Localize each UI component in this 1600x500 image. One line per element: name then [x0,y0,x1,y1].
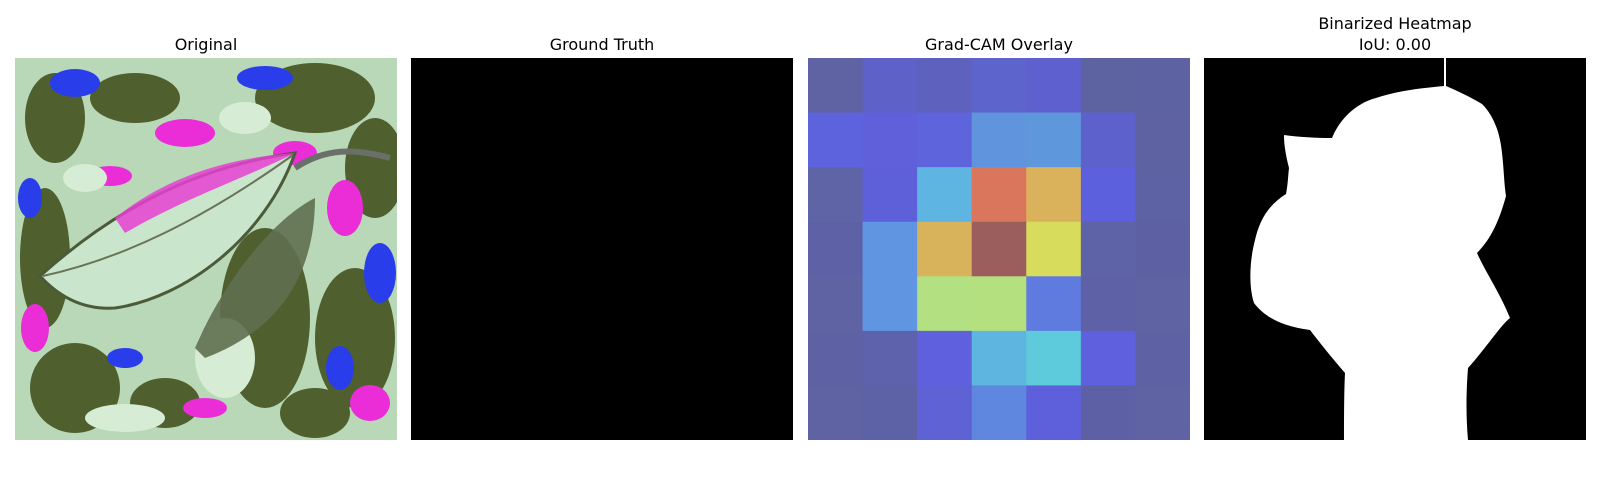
heatmap-cell [1135,167,1190,223]
heatmap-cell [917,112,973,168]
heatmap-cell [862,167,918,223]
original-title: Original [174,35,238,54]
heatmap-cell [1080,276,1136,332]
heatmap-cell [862,58,918,114]
heatmap-cell [1135,112,1190,168]
heatmap-cell [1135,58,1190,114]
heatmap-cell [1080,112,1136,168]
heatmap-cell [971,167,1027,223]
ground-truth-fill [411,58,793,440]
heatmap-cell [971,330,1027,386]
heatmap-cell [862,276,918,332]
heatmap-cell [917,167,973,223]
heatmap-cell [1026,221,1082,277]
leaf-image [15,58,397,440]
heatmap-cell [1026,167,1082,223]
mask-blob [1250,58,1510,440]
heatmap-cell [1080,221,1136,277]
heatmap-cell [1080,330,1136,386]
heatmap-cell [808,385,864,440]
heatmap-cell [1026,276,1082,332]
heatmap-cell [862,330,918,386]
heatmap-cell [971,385,1027,440]
heatmap-cell [917,330,973,386]
heatmap-cell [862,221,918,277]
heatmap-cell [917,221,973,277]
gradcam-overlay [808,58,1190,440]
heatmap-cell [1026,385,1082,440]
heatmap-cell [1026,58,1082,114]
original-image [15,58,397,440]
heatmap-cell [808,167,864,223]
heatmap-cell [917,276,973,332]
heatmap-cell [1026,330,1082,386]
heatmap-cell [1026,112,1082,168]
heatmap-cell [808,221,864,277]
binarized-title-line1: Binarized Heatmap [1318,14,1472,33]
heatmap-cell [1135,330,1190,386]
heatmap-cell [1080,385,1136,440]
ground-truth-mask [411,58,793,440]
heatmap-cell [917,385,973,440]
gradcam-title: Grad-CAM Overlay [925,35,1073,54]
heatmap-cell [862,112,918,168]
heatmap-cell [1135,385,1190,440]
binarized-heatmap [1204,58,1586,440]
heatmap-cell [1135,276,1190,332]
heatmap-cell [862,385,918,440]
heatmap-cell [971,221,1027,277]
heatmap-cell [808,112,864,168]
ground-truth-title: Ground Truth [549,35,655,54]
heatmap-cell [808,276,864,332]
binarized-title: Binarized Heatmap IoU: 0.00 [1204,13,1586,55]
heatmap-cell [808,58,864,114]
heatmap-cell [917,58,973,114]
heatmap-cell [971,58,1027,114]
heatmap-cell [1080,167,1136,223]
heatmap-cell [808,330,864,386]
iou-label: IoU: 0.00 [1358,35,1432,54]
heatmap-cell [971,112,1027,168]
heatmap-cell [1080,58,1136,114]
heatmap-cell [1135,221,1190,277]
heatmap-cell [971,276,1027,332]
